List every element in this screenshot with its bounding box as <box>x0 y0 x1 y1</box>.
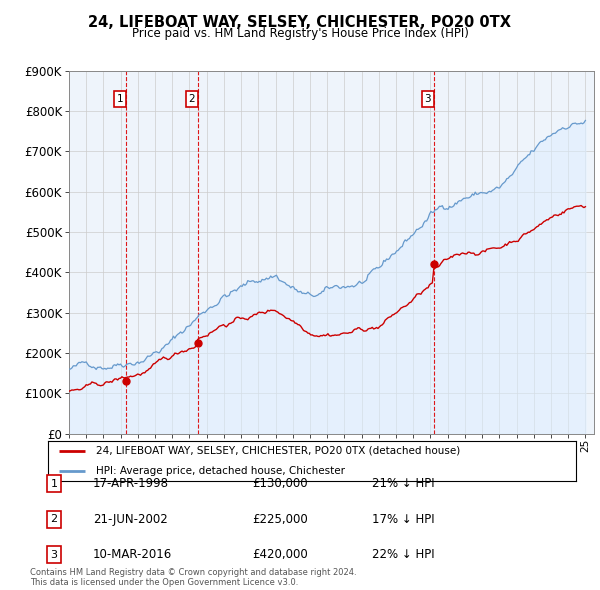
Text: 10-MAR-2016: 10-MAR-2016 <box>93 548 172 561</box>
Text: 3: 3 <box>425 94 431 104</box>
Text: 21% ↓ HPI: 21% ↓ HPI <box>372 477 434 490</box>
Text: Contains HM Land Registry data © Crown copyright and database right 2024.
This d: Contains HM Land Registry data © Crown c… <box>30 568 356 587</box>
Text: £130,000: £130,000 <box>252 477 308 490</box>
Text: HPI: Average price, detached house, Chichester: HPI: Average price, detached house, Chic… <box>95 466 344 476</box>
Text: 22% ↓ HPI: 22% ↓ HPI <box>372 548 434 561</box>
Text: 2: 2 <box>188 94 195 104</box>
Text: £420,000: £420,000 <box>252 548 308 561</box>
Text: 21-JUN-2002: 21-JUN-2002 <box>93 513 168 526</box>
Text: 24, LIFEBOAT WAY, SELSEY, CHICHESTER, PO20 0TX: 24, LIFEBOAT WAY, SELSEY, CHICHESTER, PO… <box>89 15 511 30</box>
Text: 2: 2 <box>50 514 58 524</box>
Text: 1: 1 <box>116 94 123 104</box>
Text: Price paid vs. HM Land Registry's House Price Index (HPI): Price paid vs. HM Land Registry's House … <box>131 27 469 40</box>
Text: £225,000: £225,000 <box>252 513 308 526</box>
Text: 24, LIFEBOAT WAY, SELSEY, CHICHESTER, PO20 0TX (detached house): 24, LIFEBOAT WAY, SELSEY, CHICHESTER, PO… <box>95 446 460 455</box>
Text: 3: 3 <box>50 550 58 559</box>
Text: 1: 1 <box>50 479 58 489</box>
Text: 17% ↓ HPI: 17% ↓ HPI <box>372 513 434 526</box>
Text: 17-APR-1998: 17-APR-1998 <box>93 477 169 490</box>
